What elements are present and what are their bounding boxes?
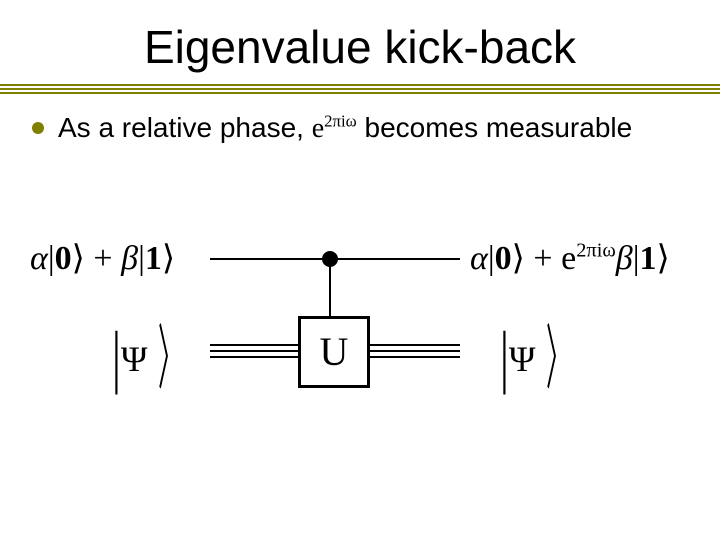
output-state-bottom: |Ψ 〉 (500, 320, 590, 384)
bus-wire (210, 344, 300, 346)
input-state-top: α|0⟩ + β|1⟩ (30, 238, 175, 278)
divider-line (0, 84, 720, 86)
phase-e: e2πiω (561, 240, 616, 277)
bus-wire (368, 350, 460, 352)
bus-wire (368, 344, 460, 346)
bullet-text-before: As a relative phase, (58, 112, 312, 143)
circuit-diagram: α|0⟩ + β|1⟩ α|0⟩ + e2πiωβ|1⟩ U |Ψ 〉 | (30, 220, 690, 440)
bus-wire (368, 356, 460, 358)
output-state-top: α|0⟩ + e2πiωβ|1⟩ (470, 238, 670, 278)
divider-line (0, 92, 720, 94)
title-divider (0, 82, 720, 94)
bullet-item: As a relative phase, e2πiω becomes measu… (32, 110, 692, 146)
bullet-text-after: becomes measurable (365, 112, 633, 143)
unitary-gate: U (298, 316, 370, 388)
bullet-icon (32, 122, 44, 134)
slide-title: Eigenvalue kick-back (0, 20, 720, 74)
bus-wire (210, 356, 300, 358)
divider-line (0, 88, 720, 90)
bus-wire (210, 350, 300, 352)
gate-label: U (301, 332, 367, 372)
slide: Eigenvalue kick-back As a relative phase… (0, 0, 720, 540)
bullet-text: As a relative phase, e2πiω becomes measu… (58, 110, 632, 146)
control-wire (329, 258, 331, 318)
phase-factor: e2πiω (312, 113, 357, 144)
input-state-bottom: |Ψ 〉 (112, 320, 202, 384)
